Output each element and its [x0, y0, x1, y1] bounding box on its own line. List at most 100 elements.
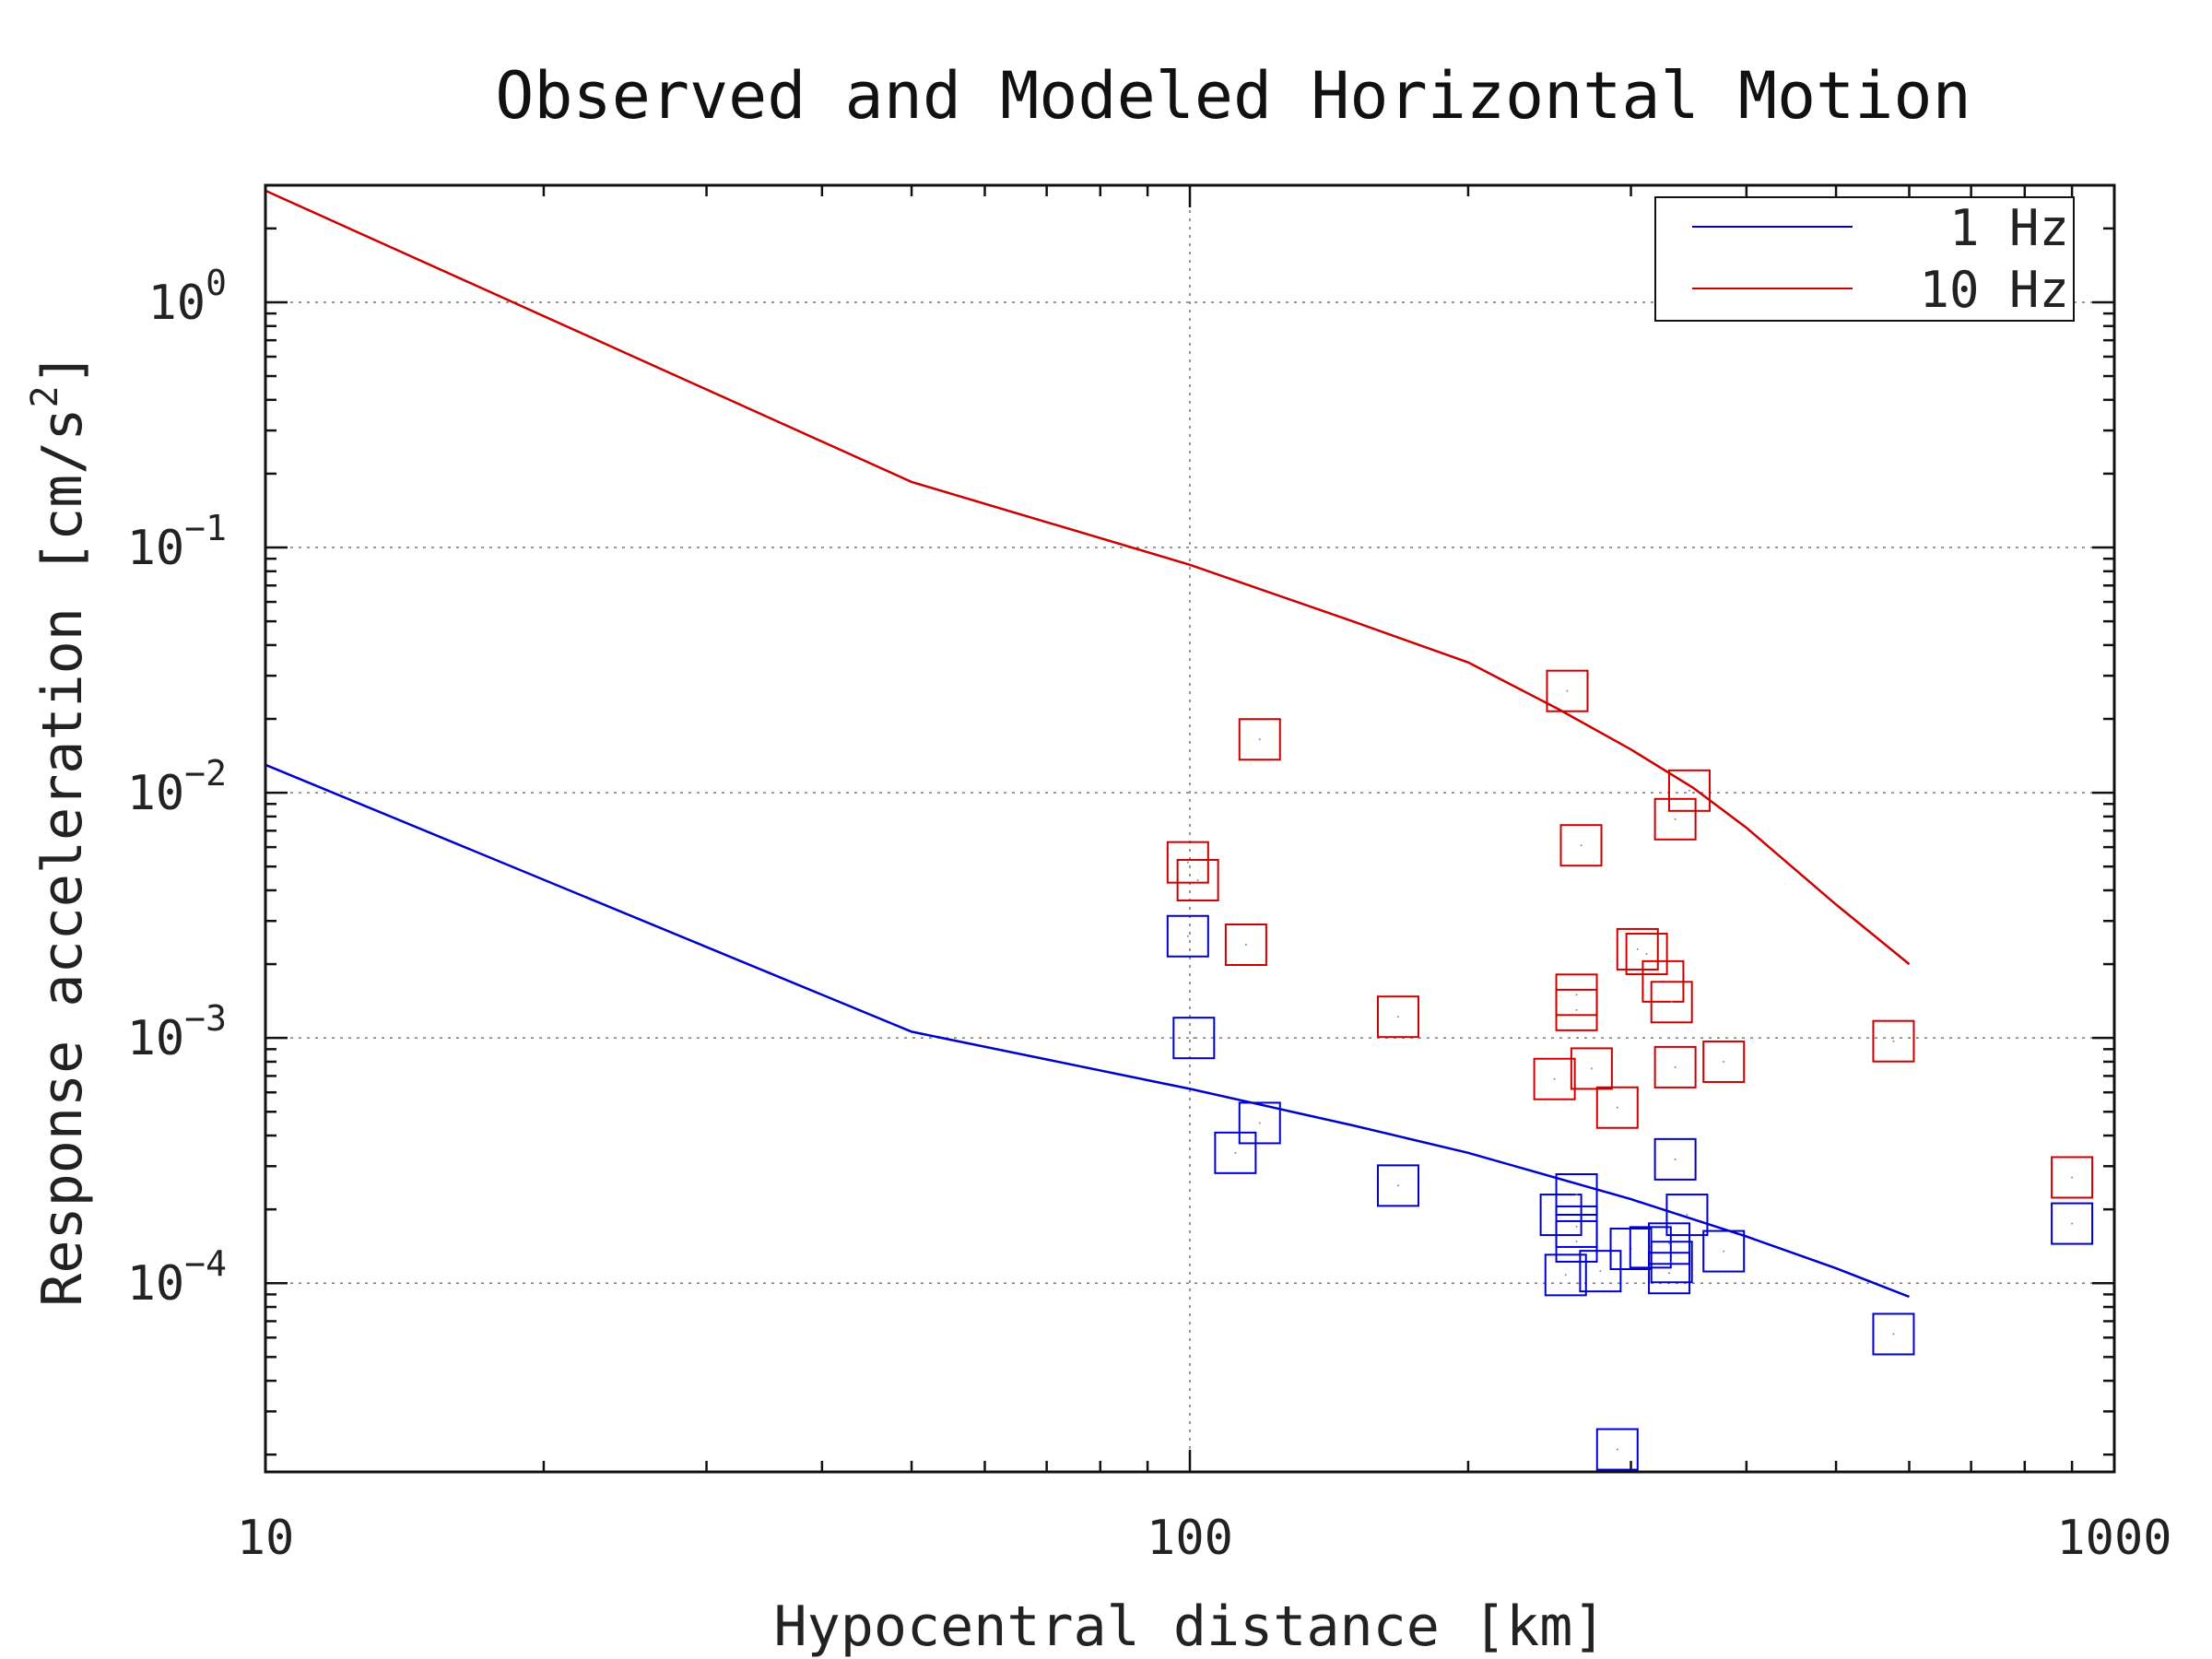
observed-point-1hz — [1665, 1194, 1709, 1237]
observed-point-center — [2071, 1176, 2074, 1179]
observed-point-center — [1892, 1333, 1895, 1335]
y-tick-exponent: 0 — [206, 263, 227, 303]
observed-point-center — [1258, 738, 1261, 741]
y-tick-label: 10−3 — [127, 998, 227, 1066]
observed-point-center — [1575, 1240, 1578, 1242]
observed-point-10hz — [1559, 824, 1603, 867]
observed-point-center — [1723, 1060, 1725, 1063]
observed-point-center — [1258, 1122, 1261, 1124]
observed-point-center — [1575, 994, 1578, 996]
observed-point-10hz — [1872, 1019, 1915, 1063]
observed-point-center — [1566, 689, 1569, 692]
y-tick-base: 10 — [147, 276, 206, 331]
y-tick-exponent: −1 — [184, 508, 227, 548]
model-line-1hz — [265, 763, 1910, 1299]
observed-point-10hz — [1533, 1057, 1576, 1100]
observed-point-center — [1580, 844, 1583, 847]
observed-point-center — [1668, 1272, 1671, 1275]
observed-point-10hz — [1224, 924, 1267, 967]
observed-point-center — [1234, 1151, 1237, 1154]
observed-point-center — [1674, 818, 1677, 820]
observed-point-1hz — [1579, 1250, 1622, 1293]
observed-point-center — [1688, 789, 1690, 792]
observed-point-center — [1396, 1016, 1399, 1018]
y-tick-exponent: −4 — [184, 1243, 227, 1284]
observed-point-10hz — [1555, 988, 1598, 1031]
y-axis-label: Response acceleration [cm/s2] — [24, 352, 95, 1307]
observed-point-10hz — [1546, 669, 1589, 712]
observed-point-center — [1575, 1193, 1578, 1195]
observed-point-center — [1186, 861, 1189, 864]
observed-point-10hz — [1176, 858, 1219, 901]
observed-point-center — [1670, 1261, 1673, 1264]
observed-point-center — [2071, 1222, 2074, 1225]
y-axis-label-close: ] — [30, 352, 95, 385]
observed-point-10hz — [1625, 933, 1668, 976]
observed-point-1hz — [1650, 1241, 1693, 1284]
x-axis-label: Hypocentral distance [km] — [773, 1594, 1606, 1659]
observed-point-10hz — [1166, 841, 1209, 884]
observed-point-1hz — [1648, 1252, 1691, 1295]
observed-point-center — [1244, 944, 1247, 947]
legend: 1 Hz 10 Hz — [1654, 196, 2075, 322]
observed-point-1hz — [1702, 1230, 1746, 1273]
observed-point-1hz — [1872, 1312, 1915, 1356]
observed-point-center — [1674, 1158, 1677, 1160]
observed-point-1hz — [1653, 1137, 1697, 1181]
observed-point-10hz — [1702, 1040, 1746, 1083]
y-tick-label: 10−1 — [127, 508, 227, 576]
observed-point-10hz — [1653, 797, 1697, 841]
legend-box — [1654, 196, 2075, 322]
observed-point-center — [1590, 1067, 1593, 1070]
observed-point-1hz — [1544, 1253, 1587, 1297]
y-tick-base: 10 — [127, 1256, 185, 1312]
y-tick-base: 10 — [127, 1011, 185, 1066]
observed-point-center — [1616, 1106, 1618, 1109]
observed-point-1hz — [1555, 1219, 1598, 1263]
y-tick-exponent: −3 — [184, 998, 227, 1039]
observed-point-center — [1575, 1008, 1578, 1011]
observed-point-center — [1723, 1250, 1725, 1253]
observed-point-1hz — [1376, 1164, 1419, 1207]
x-tick-label: 100 — [1147, 1511, 1233, 1566]
x-tick-label: 10 — [237, 1511, 295, 1566]
y-tick-base: 10 — [127, 521, 185, 576]
observed-point-1hz — [1648, 1222, 1691, 1265]
observed-point-center — [1636, 947, 1639, 950]
observed-point-center — [1668, 1242, 1671, 1245]
observed-point-center — [1599, 1270, 1602, 1273]
chart-title: Observed and Modeled Horizontal Motion — [495, 58, 1971, 134]
legend-label-1hz: 1 Hz — [1949, 199, 2069, 257]
y-tick-label: 10−2 — [127, 753, 227, 821]
observed-point-center — [1186, 935, 1189, 937]
observed-point-center — [1670, 1001, 1673, 1004]
observed-point-1hz — [1214, 1131, 1257, 1174]
y-tick-label: 10−4 — [127, 1243, 227, 1312]
y-tick-base: 10 — [127, 766, 185, 821]
y-tick-exponent: −2 — [184, 753, 227, 794]
observed-point-center — [1575, 1225, 1578, 1228]
observed-point-10hz — [1238, 718, 1281, 761]
observed-point-10hz — [1653, 1045, 1697, 1088]
y-axis-label-text: Response acceleration [cm/s — [30, 407, 95, 1306]
observed-point-1hz — [1238, 1101, 1281, 1145]
observed-point-center — [1553, 1077, 1556, 1080]
observed-point-center — [1674, 1065, 1677, 1068]
observed-point-center — [1616, 1448, 1618, 1451]
y-tick-label: 100 — [147, 263, 227, 331]
legend-label-10hz: 10 Hz — [1919, 261, 2069, 319]
observed-point-1hz — [1595, 1428, 1639, 1471]
observed-point-1hz — [1166, 914, 1209, 958]
observed-point-1hz — [2051, 1202, 2094, 1245]
grid-lines — [265, 185, 2114, 1472]
model-line-10hz — [265, 189, 1911, 966]
observed-point-1hz — [1555, 1172, 1598, 1216]
observed-point-center — [1892, 1040, 1895, 1042]
y-axis-label-superscript: 2 — [24, 385, 66, 407]
model-lines — [265, 189, 1911, 1299]
observed-point-center — [1564, 1274, 1567, 1277]
observed-point-10hz — [1376, 995, 1419, 1039]
observed-point-10hz — [1650, 981, 1693, 1024]
